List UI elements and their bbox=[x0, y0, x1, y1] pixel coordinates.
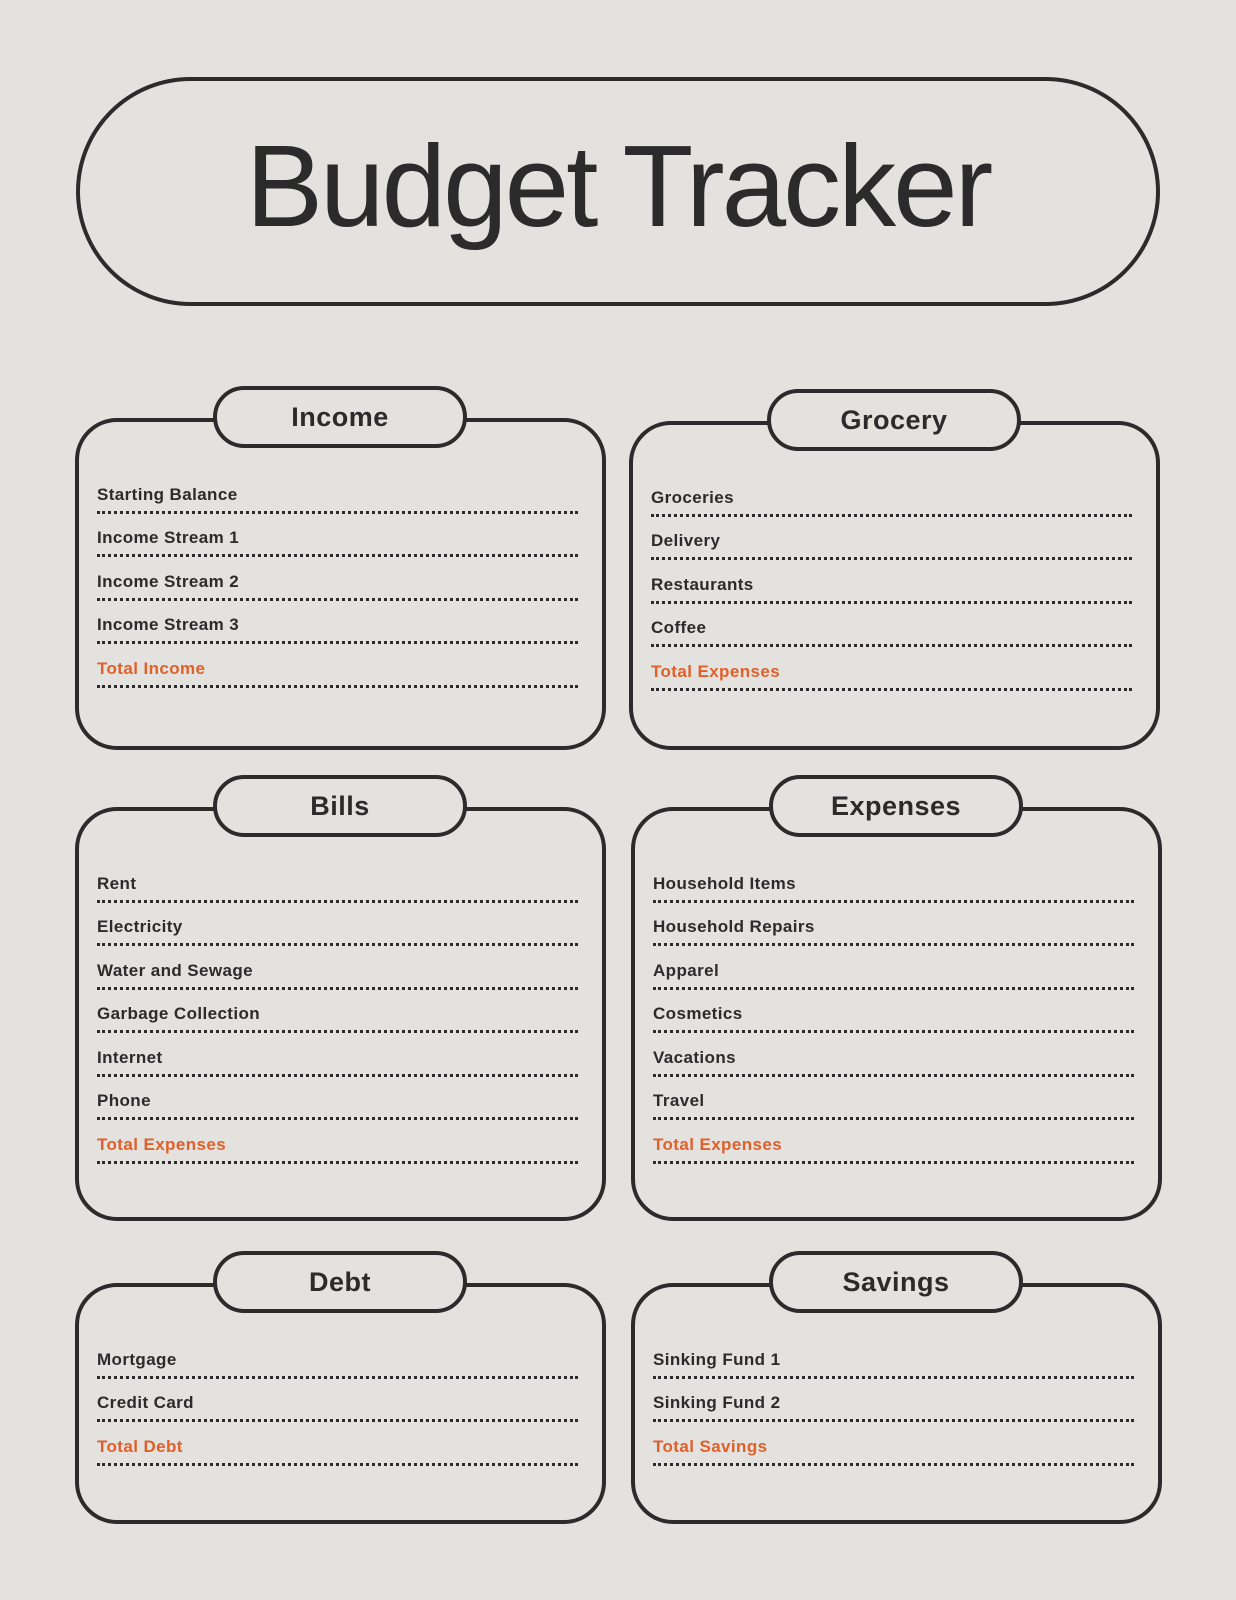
savings-rows: Sinking Fund 1 Sinking Fund 2 Total Saving… bbox=[653, 1335, 1134, 1466]
total-line[interactable]: Total Expenses bbox=[651, 647, 1132, 691]
total-label: Total Expenses bbox=[97, 1134, 227, 1154]
line-item[interactable]: Vacations bbox=[653, 1033, 1134, 1077]
line-item-label: Cosmetics bbox=[653, 1004, 743, 1023]
line-item[interactable]: Income Stream 2 bbox=[97, 557, 578, 601]
expenses-rows: Household Items Household Repairs Apparel C… bbox=[653, 859, 1134, 1164]
line-item[interactable]: Electricity bbox=[97, 903, 578, 946]
line-item-label: Vacations bbox=[653, 1047, 736, 1067]
page-title: Budget Tracker bbox=[245, 120, 994, 251]
line-item-label: Income Stream 2 bbox=[97, 571, 240, 591]
line-item-label: Household Repairs bbox=[653, 917, 815, 936]
line-item[interactable]: Phone bbox=[97, 1077, 578, 1120]
line-item[interactable]: Sinking Fund 1 bbox=[653, 1335, 1134, 1379]
bills-panel: Bills Rent Electricity Water and Sewage Garb… bbox=[75, 775, 606, 1221]
line-item[interactable]: Water and Sewage bbox=[97, 946, 578, 990]
grocery-rows: Groceries Delivery Restaurants Coffee Total … bbox=[651, 473, 1132, 691]
line-item-label: Electricity bbox=[97, 917, 183, 936]
line-item-label: Groceries bbox=[651, 487, 734, 507]
line-item-label: Garbage Collection bbox=[97, 1004, 261, 1023]
income-panel: Income Starting Balance Income Stream 1 Inc… bbox=[75, 386, 606, 750]
line-item[interactable]: Garbage Collection bbox=[97, 990, 578, 1033]
debt-heading: Debt bbox=[213, 1251, 467, 1313]
line-item-label: Income Stream 1 bbox=[97, 528, 240, 547]
total-label: Total Debt bbox=[97, 1436, 183, 1456]
line-item[interactable]: Mortgage bbox=[97, 1335, 578, 1379]
savings-panel: Savings Sinking Fund 1 Sinking Fund 2 Total… bbox=[631, 1251, 1162, 1524]
expenses-heading: Expenses bbox=[769, 775, 1023, 837]
line-item-label: Phone bbox=[97, 1091, 151, 1110]
title-banner: Budget Tracker bbox=[76, 77, 1160, 306]
debt-panel: Debt Mortgage Credit Card Total Debt bbox=[75, 1251, 606, 1524]
line-item[interactable]: Household Repairs bbox=[653, 903, 1134, 946]
total-label: Total Income bbox=[97, 658, 206, 678]
line-item-label: Mortgage bbox=[97, 1349, 177, 1369]
line-item[interactable]: Income Stream 3 bbox=[97, 601, 578, 644]
line-item-label: Sinking Fund 1 bbox=[653, 1349, 781, 1369]
line-item[interactable]: Household Items bbox=[653, 859, 1134, 903]
bills-heading: Bills bbox=[213, 775, 467, 837]
bills-rows: Rent Electricity Water and Sewage Garbage C… bbox=[97, 859, 578, 1164]
savings-heading: Savings bbox=[769, 1251, 1023, 1313]
line-item[interactable]: Credit Card bbox=[97, 1379, 578, 1422]
total-label: Total Expenses bbox=[651, 661, 781, 681]
total-line[interactable]: Total Income bbox=[97, 644, 578, 688]
line-item[interactable]: Internet bbox=[97, 1033, 578, 1077]
total-line[interactable]: Total Expenses bbox=[97, 1120, 578, 1164]
debt-rows: Mortgage Credit Card Total Debt bbox=[97, 1335, 578, 1466]
line-item[interactable]: Cosmetics bbox=[653, 990, 1134, 1033]
total-label: Total Savings bbox=[653, 1436, 768, 1456]
total-line[interactable]: Total Savings bbox=[653, 1422, 1134, 1466]
total-line[interactable]: Total Expenses bbox=[653, 1120, 1134, 1164]
line-item-label: Coffee bbox=[651, 618, 707, 637]
line-item-label: Restaurants bbox=[651, 574, 754, 594]
line-item[interactable]: Apparel bbox=[653, 946, 1134, 990]
expenses-panel: Expenses Household Items Household Repairs… bbox=[631, 775, 1162, 1221]
line-item-label: Internet bbox=[97, 1047, 163, 1067]
grocery-panel: Grocery Groceries Delivery Restaurants Coffe… bbox=[629, 389, 1160, 750]
income-rows: Starting Balance Income Stream 1 Income St… bbox=[97, 470, 578, 688]
total-label: Total Expenses bbox=[653, 1134, 783, 1154]
line-item[interactable]: Restaurants bbox=[651, 560, 1132, 604]
line-item[interactable]: Groceries bbox=[651, 473, 1132, 517]
line-item[interactable]: Sinking Fund 2 bbox=[653, 1379, 1134, 1422]
income-heading: Income bbox=[213, 386, 467, 448]
grocery-heading: Grocery bbox=[767, 389, 1021, 451]
line-item-label: Income Stream 3 bbox=[97, 615, 240, 634]
line-item-label: Sinking Fund 2 bbox=[653, 1393, 781, 1412]
line-item-label: Water and Sewage bbox=[97, 960, 253, 980]
line-item[interactable]: Starting Balance bbox=[97, 470, 578, 514]
line-item-label: Delivery bbox=[651, 531, 721, 550]
line-item-label: Household Items bbox=[653, 873, 796, 893]
line-item[interactable]: Coffee bbox=[651, 604, 1132, 647]
total-line[interactable]: Total Debt bbox=[97, 1422, 578, 1466]
line-item-label: Credit Card bbox=[97, 1393, 194, 1412]
line-item-label: Travel bbox=[653, 1091, 705, 1110]
line-item[interactable]: Travel bbox=[653, 1077, 1134, 1120]
line-item-label: Apparel bbox=[653, 960, 720, 980]
line-item-label: Starting Balance bbox=[97, 484, 238, 504]
line-item[interactable]: Delivery bbox=[651, 517, 1132, 560]
line-item-label: Rent bbox=[97, 873, 137, 893]
line-item[interactable]: Rent bbox=[97, 859, 578, 903]
line-item[interactable]: Income Stream 1 bbox=[97, 514, 578, 557]
